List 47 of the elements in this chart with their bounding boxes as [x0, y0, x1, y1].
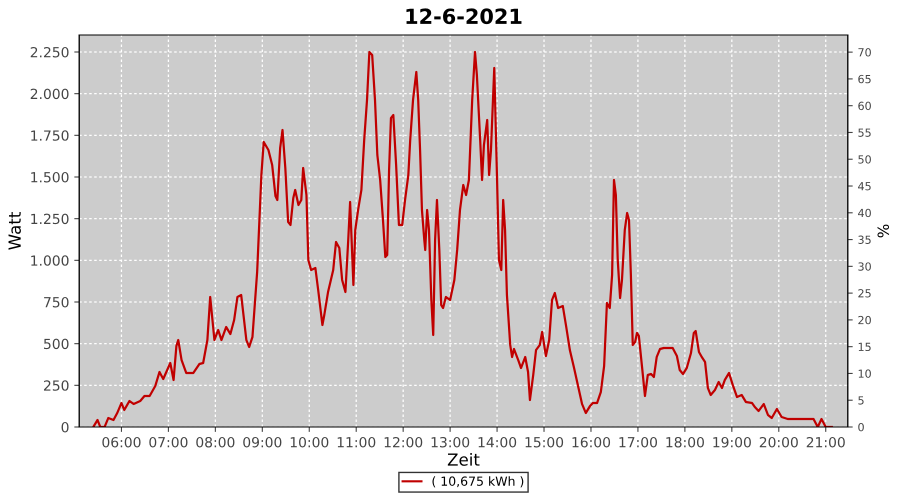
- x-tick-label: 06:00: [102, 436, 141, 448]
- x-tick-label: 08:00: [196, 436, 234, 448]
- x-tick-label: 13:00: [432, 436, 470, 448]
- y2-tick-label: 40: [858, 208, 871, 218]
- y2-tick-label: 60: [858, 102, 871, 110]
- y2-tick-label: 70: [858, 48, 871, 57]
- x-tick-label: 14:00: [478, 436, 516, 448]
- y-tick-label: 750: [44, 296, 69, 308]
- x-tick-label: 07:00: [149, 436, 188, 448]
- y2-axis-title: %: [877, 224, 890, 238]
- y2-tick-label: 30: [858, 262, 871, 271]
- x-tick-label: 12:00: [384, 436, 422, 448]
- y2-tick-label: 25: [858, 289, 871, 298]
- x-tick-label: 11:00: [338, 436, 376, 448]
- y-tick-label: 2.000: [30, 88, 69, 100]
- x-tick-label: 10:00: [290, 436, 328, 448]
- y2-tick-label: 10: [858, 369, 871, 378]
- y2-tick-label: 0: [858, 422, 864, 432]
- x-tick-label: 21:00: [806, 436, 845, 448]
- line-series: [92, 50, 833, 427]
- y2-tick-label: 5: [858, 396, 864, 405]
- x-tick-label: 16:00: [572, 436, 610, 448]
- y-tick-label: 1.000: [31, 255, 69, 266]
- x-tick-label: 18:00: [666, 436, 704, 448]
- y-tick-label: 2.250: [30, 46, 69, 58]
- y2-tick-label: 65: [858, 74, 871, 84]
- x-tick-label: 19:00: [713, 436, 751, 448]
- y2-tick-label: 55: [858, 128, 871, 137]
- y2-tick-label: 35: [858, 236, 871, 244]
- y-axis-title: Watt: [8, 212, 21, 250]
- x-tick-label: 17:00: [619, 436, 658, 448]
- y-tick-label: 250: [44, 380, 69, 391]
- y2-tick-label: 15: [858, 342, 871, 352]
- chart-title: 12-6-2021: [406, 8, 522, 24]
- y-tick-label: 1.500: [31, 172, 69, 182]
- x-tick-label: 09:00: [243, 436, 282, 448]
- x-tick-label: 20:00: [760, 436, 798, 448]
- y-tick-label: 0: [62, 422, 69, 432]
- y2-tick-label: 45: [858, 182, 871, 190]
- x-tick-label: 15:00: [526, 436, 564, 448]
- x-axis-title: Zeit: [448, 452, 480, 466]
- y2-tick-label: 20: [858, 316, 871, 324]
- y-tick-label: 500: [44, 338, 69, 350]
- y-tick-label: 1.250: [31, 214, 69, 224]
- legend-label: ( 10,675 kWh ): [432, 476, 524, 488]
- y-tick-label: 1.750: [31, 130, 69, 141]
- y2-tick-label: 50: [858, 155, 871, 164]
